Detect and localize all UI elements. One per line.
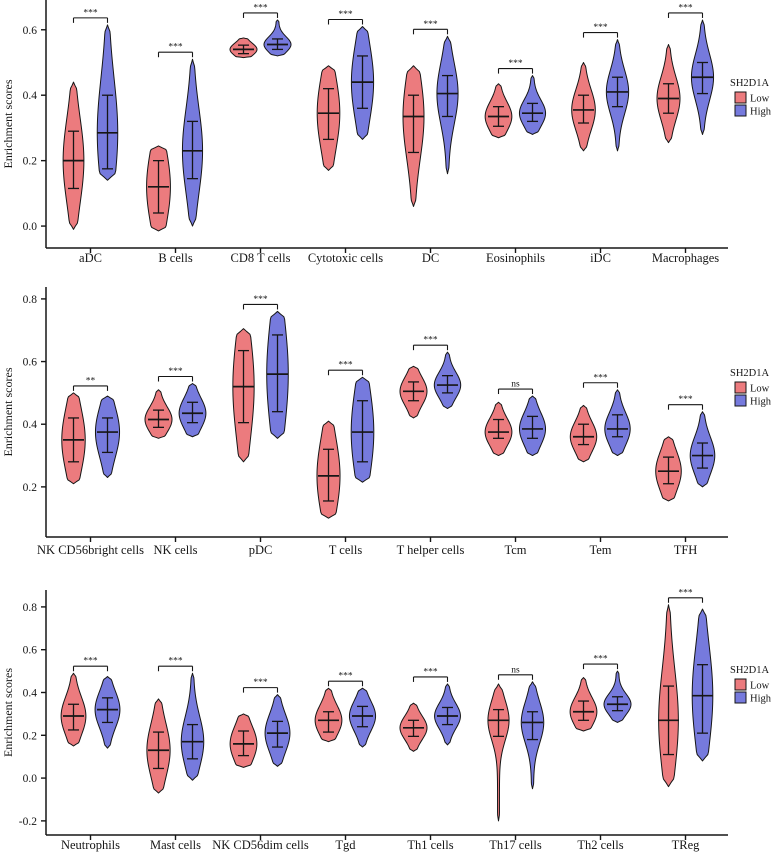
y-tick-label: 0.0	[23, 773, 38, 785]
significance-label: ***	[168, 657, 183, 667]
significance-label: ***	[83, 657, 98, 667]
category-label: NK CD56dim cells	[212, 838, 309, 852]
category-label: Tem	[589, 543, 611, 557]
violin-high-cd8-t-cells	[263, 19, 292, 57]
y-tick-label: 0.4	[23, 419, 38, 431]
category-label: TReg	[672, 838, 701, 852]
category-label: B cells	[158, 251, 193, 265]
significance-label: ***	[508, 59, 523, 69]
violin-panel-3: -0.2 0.0 0.2 0.4 0.6 0.8 Enrichment scores Neut…	[1, 588, 772, 852]
category-label: DC	[422, 251, 439, 265]
category-label: Tgd	[335, 838, 356, 852]
y-tick-label: 0.4	[23, 687, 38, 699]
category-label: Neutrophils	[61, 838, 120, 852]
y-tick-label: 0.2	[23, 482, 38, 494]
significance-label: ***	[678, 588, 693, 598]
legend-label-high: High	[750, 694, 772, 705]
significance-label: ***	[678, 3, 693, 13]
significance-label: ***	[338, 672, 353, 682]
legend-title: SH2D1A	[730, 368, 770, 379]
category-label: Eosinophils	[486, 251, 545, 265]
legend-swatch-high	[734, 104, 747, 117]
legend-swatch-low	[734, 381, 747, 394]
legend-swatch-high	[734, 691, 747, 704]
significance-label: ***	[593, 23, 608, 33]
y-tick-label: 0.6	[23, 25, 38, 37]
significance-label: ***	[593, 655, 608, 665]
significance-label: ns	[511, 665, 520, 675]
violin-panel-1: 0.0 0.2 0.4 0.6 Enrichment scores aDC *** B cel…	[1, 0, 772, 265]
legend-label-low: Low	[750, 384, 770, 395]
category-label: aDC	[79, 251, 102, 265]
y-tick-label: 0.2	[23, 730, 38, 742]
category-label: T helper cells	[397, 543, 465, 557]
category-label: Macrophages	[652, 251, 719, 265]
significance-label: ***	[423, 667, 438, 677]
legend-swatch-high	[734, 394, 747, 407]
significance-label: ns	[511, 380, 520, 390]
legend-label-high: High	[750, 397, 772, 408]
legend-label-high: High	[750, 107, 772, 118]
y-tick-label: -0.2	[19, 816, 37, 828]
category-label: T cells	[329, 543, 363, 557]
category-label: CD8 T cells	[231, 251, 291, 265]
y-tick-label: 0.8	[23, 294, 38, 306]
significance-label: ***	[253, 678, 268, 688]
legend-swatch-low	[734, 678, 747, 691]
y-tick-label: 0.0	[23, 221, 38, 233]
significance-label: ***	[253, 295, 268, 305]
violin-low-th17-cells	[487, 683, 510, 822]
significance-label: ***	[168, 43, 183, 53]
legend-label-low: Low	[750, 94, 770, 105]
y-tick-label: 0.2	[23, 156, 38, 168]
category-label: pDC	[249, 543, 273, 557]
category-label: TFH	[674, 543, 698, 557]
significance-label: ***	[338, 10, 353, 20]
significance-label: ***	[423, 336, 438, 346]
significance-label: ***	[338, 361, 353, 371]
category-label: Th1 cells	[407, 838, 453, 852]
y-axis-title: Enrichment scores	[1, 79, 15, 168]
y-tick-label: 0.6	[23, 357, 38, 369]
category-label: NK cells	[153, 543, 197, 557]
category-label: Th2 cells	[577, 838, 623, 852]
y-tick-label: 0.6	[23, 645, 38, 657]
category-label: Cytotoxic cells	[308, 251, 383, 265]
y-axis-title: Enrichment scores	[1, 668, 15, 757]
category-label: iDC	[590, 251, 611, 265]
category-label: Mast cells	[150, 838, 201, 852]
legend-title: SH2D1A	[730, 665, 770, 676]
significance-label: **	[86, 376, 96, 386]
category-label: NK CD56bright cells	[37, 543, 144, 557]
significance-label: ***	[678, 395, 693, 405]
category-label: Th17 cells	[489, 838, 542, 852]
significance-label: ***	[593, 373, 608, 383]
significance-label: ***	[253, 3, 268, 13]
legend-label-low: Low	[750, 681, 770, 692]
legend-title: SH2D1A	[730, 78, 770, 89]
y-axis-title: Enrichment scores	[1, 367, 15, 456]
violin-panel-2: 0.2 0.4 0.6 0.8 Enrichment scores NK CD56brig…	[1, 287, 772, 557]
significance-label: ***	[423, 20, 438, 30]
significance-label: ***	[83, 8, 98, 18]
y-tick-label: 0.4	[23, 90, 38, 102]
legend-swatch-low	[734, 91, 747, 104]
y-tick-label: 0.8	[23, 602, 38, 614]
category-label: Tcm	[504, 543, 526, 557]
significance-label: ***	[168, 367, 183, 377]
